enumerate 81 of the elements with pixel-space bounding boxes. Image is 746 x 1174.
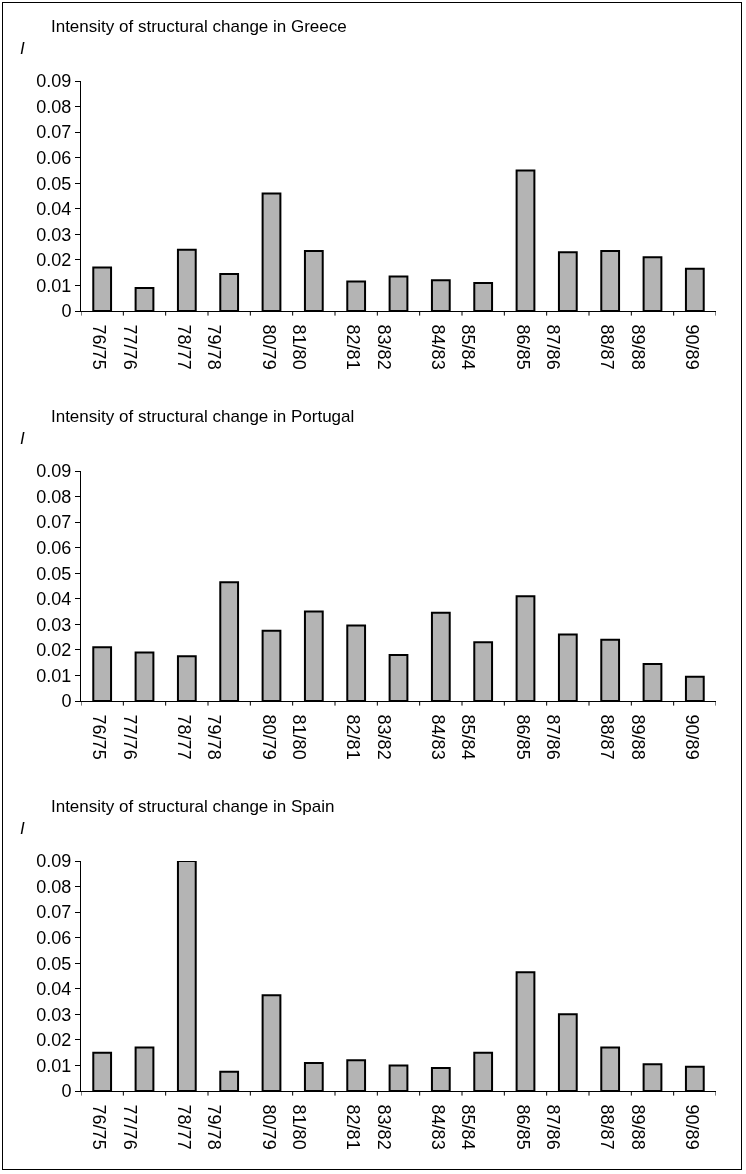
y-tick-label: 0.07 (36, 902, 72, 923)
chart-title: Intensity of structural change in Spain (50, 797, 335, 817)
x-tick-label: 87/86 (543, 324, 564, 370)
y-tick-label: 0.06 (36, 927, 72, 948)
y-tick-label: 0.09 (36, 461, 72, 482)
y-tick-label: 0.08 (36, 96, 72, 117)
y-tick-label: 0.05 (36, 173, 72, 194)
y-tick-label: 0.09 (36, 71, 72, 92)
y-tick-label: 0 (61, 1081, 72, 1102)
x-tick-label: 85/84 (458, 1104, 479, 1150)
y-tick-label: 0.05 (36, 953, 72, 974)
x-tick-label: 79/78 (204, 714, 225, 760)
x-tick-label: 81/80 (289, 1104, 310, 1150)
chart-title: Intensity of structural change in Greece (50, 17, 347, 37)
y-axis-title: I (20, 819, 25, 838)
y-tick-label: 0.04 (36, 199, 72, 220)
x-tick-label: 88/87 (597, 324, 618, 370)
x-tick-label: 76/75 (89, 714, 110, 760)
x-tick-label: 87/86 (543, 1104, 564, 1150)
x-tick-label: 88/87 (597, 714, 618, 760)
y-tick-label: 0.04 (36, 979, 72, 1000)
x-tick-label: 80/79 (258, 1104, 279, 1150)
x-tick-label: 77/76 (119, 324, 140, 370)
x-tick-label: 86/85 (512, 324, 533, 370)
y-axis-title: I (20, 39, 25, 58)
x-tick-label: 77/76 (119, 714, 140, 760)
y-tick-label: 0.08 (36, 486, 72, 507)
x-tick-label: 81/80 (289, 714, 310, 760)
x-tick-label: 89/88 (627, 1104, 648, 1150)
x-tick-label: 86/85 (512, 714, 533, 760)
y-tick-label: 0.02 (36, 640, 72, 661)
y-tick-label: 0.08 (36, 876, 72, 897)
y-axis-title: I (20, 429, 25, 448)
x-tick-label: 88/87 (597, 1104, 618, 1150)
x-tick-label: 79/78 (204, 1104, 225, 1150)
x-tick-label: 78/77 (173, 324, 194, 370)
x-tick-label: 90/89 (681, 324, 702, 370)
x-tick-label: 78/77 (173, 1104, 194, 1150)
y-tick-label: 0.01 (36, 275, 72, 296)
x-tick-label: 85/84 (458, 324, 479, 370)
x-tick-label: 76/75 (89, 324, 110, 370)
x-tick-label: 82/81 (343, 1104, 364, 1150)
y-tick-label: 0.02 (36, 1030, 72, 1051)
x-tick-label: 89/88 (627, 714, 648, 760)
y-tick-label: 0.01 (36, 1055, 72, 1076)
x-tick-label: 83/82 (373, 1104, 394, 1150)
x-tick-label: 82/81 (343, 714, 364, 760)
x-tick-label: 87/86 (543, 714, 564, 760)
x-tick-label: 84/83 (427, 714, 448, 760)
x-tick-label: 83/82 (373, 714, 394, 760)
y-tick-label: 0 (61, 301, 72, 322)
x-tick-label: 80/79 (258, 714, 279, 760)
x-tick-label: 81/80 (289, 324, 310, 370)
x-tick-label: 84/83 (427, 324, 448, 370)
y-tick-label: 0.02 (36, 250, 72, 271)
x-tick-label: 85/84 (458, 714, 479, 760)
y-tick-label: 0.05 (36, 563, 72, 584)
x-tick-label: 90/89 (681, 1104, 702, 1150)
y-tick-label: 0.03 (36, 1004, 72, 1025)
x-tick-label: 84/83 (427, 1104, 448, 1150)
y-tick-label: 0.07 (36, 122, 72, 143)
y-tick-label: 0.01 (36, 665, 72, 686)
x-tick-label: 90/89 (681, 714, 702, 760)
x-tick-label: 78/77 (173, 714, 194, 760)
y-tick-label: 0.07 (36, 512, 72, 533)
x-tick-label: 79/78 (204, 324, 225, 370)
x-tick-label: 76/75 (89, 1104, 110, 1150)
x-tick-label: 89/88 (627, 324, 648, 370)
x-tick-label: 77/76 (119, 1104, 140, 1150)
y-tick-label: 0 (61, 691, 72, 712)
chart-title: Intensity of structural change in Portugal (50, 407, 355, 427)
y-tick-label: 0.06 (36, 147, 72, 168)
y-tick-label: 0.04 (36, 589, 72, 610)
y-tick-label: 0.03 (36, 224, 72, 245)
y-tick-label: 0.09 (36, 851, 72, 872)
x-tick-label: 83/82 (373, 324, 394, 370)
y-tick-label: 0.06 (36, 537, 72, 558)
x-tick-label: 86/85 (512, 1104, 533, 1150)
x-tick-label: 82/81 (343, 324, 364, 370)
x-tick-label: 80/79 (258, 324, 279, 370)
y-tick-label: 0.03 (36, 614, 72, 635)
